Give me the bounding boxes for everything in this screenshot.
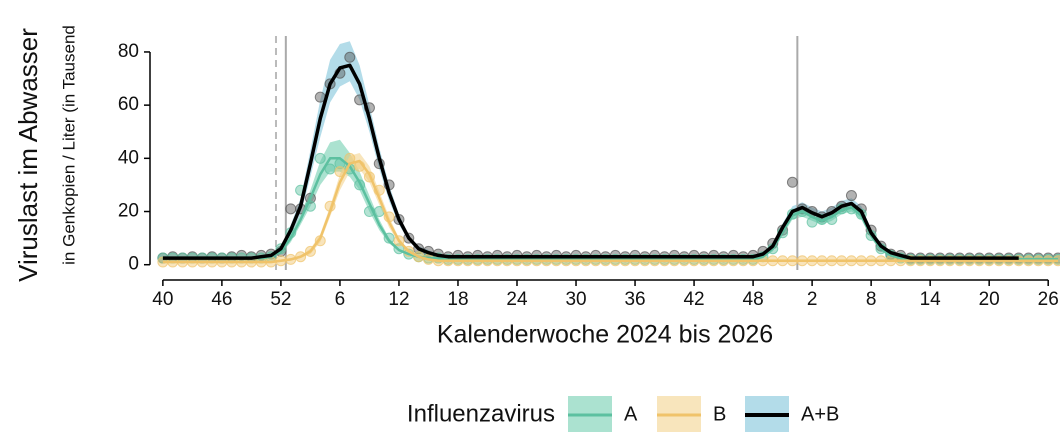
y-tick-label: 20	[118, 201, 139, 222]
legend-label: B	[713, 403, 726, 425]
x-axis-label: Kalenderwoche 2024 bis 2026	[437, 321, 773, 349]
series-line	[162, 159, 1058, 264]
legend-label: A+B	[801, 403, 839, 425]
y-axis-label: Viruslast im Abwasser	[13, 28, 43, 282]
confidence-band	[162, 139, 1058, 261]
data-point	[314, 152, 326, 164]
data-point	[344, 51, 356, 63]
x-tick-label: 6	[335, 289, 346, 310]
y-tick-label: 80	[118, 41, 139, 62]
x-tick-label: 8	[866, 289, 877, 310]
data-point	[285, 203, 297, 215]
x-tick-label: 12	[388, 289, 409, 310]
x-tick-label: 46	[211, 289, 232, 310]
x-tick-label: 40	[152, 289, 173, 310]
y-tick-label: 60	[118, 94, 139, 115]
legend-title: Influenzavirus	[407, 400, 555, 427]
x-tick-label: 42	[683, 289, 704, 310]
y-tick-label: 0	[128, 254, 139, 275]
y-axis-sublabel: in Genkopien / Liter (in Tausend	[59, 25, 78, 265]
x-tick-label: 26	[1038, 289, 1059, 310]
x-tick-label: 2	[807, 289, 818, 310]
y-tick-label: 40	[118, 147, 139, 168]
x-tick-label: 14	[920, 289, 942, 310]
data-point	[786, 176, 798, 188]
x-tick-label: 48	[743, 289, 764, 310]
x-tick-label: 30	[565, 289, 586, 310]
data-point	[845, 190, 857, 202]
series-line	[162, 63, 1019, 260]
x-tick-label: 18	[447, 289, 468, 310]
legend-label: A	[624, 403, 638, 425]
x-tick-label: 52	[270, 289, 291, 310]
x-tick-label: 24	[506, 289, 528, 310]
x-tick-label: 36	[624, 289, 645, 310]
x-tick-label: 20	[979, 289, 1000, 310]
data-point	[324, 163, 336, 175]
